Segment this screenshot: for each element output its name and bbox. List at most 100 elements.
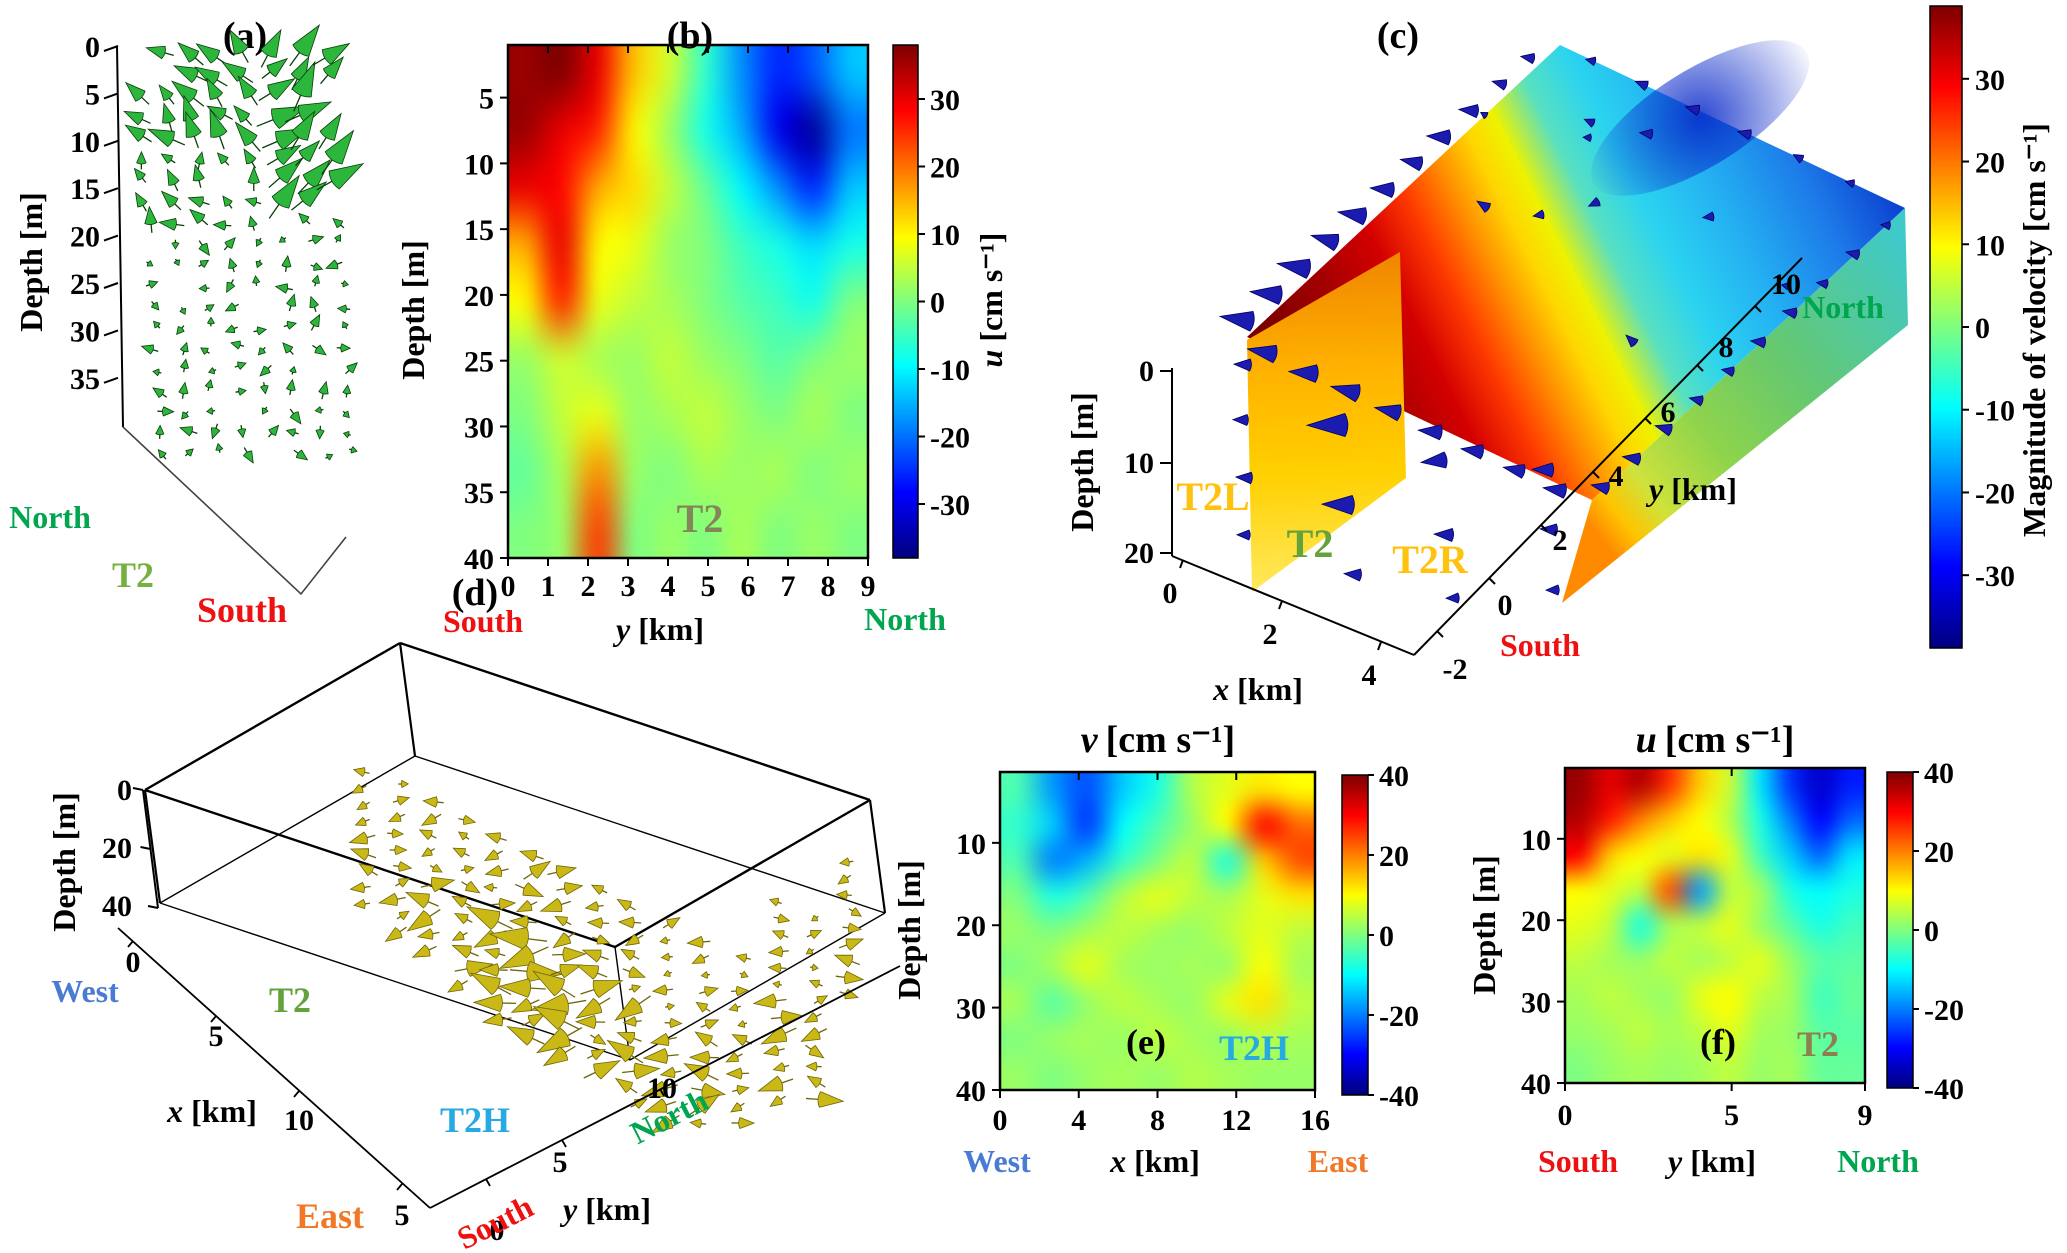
cone-arrow	[248, 215, 258, 231]
cone-arrow	[342, 321, 349, 330]
panel-f-colorbar-ticks: 40 20 0 -20 -40	[1913, 757, 1964, 1106]
cone-arrow	[616, 1031, 642, 1045]
cone-arrow	[730, 985, 749, 997]
panel-a-depth-axis: 0 5 10 15 20 25 30 35	[70, 31, 124, 428]
cone-arrow	[1781, 307, 1798, 319]
cone-arrow	[283, 320, 297, 330]
cone-arrow	[663, 969, 672, 978]
cone-arrow	[772, 980, 782, 989]
cone-arrow	[659, 936, 671, 945]
tick-label: 5	[701, 570, 716, 603]
cone-arrow	[325, 453, 334, 461]
cone-arrow	[762, 1044, 785, 1057]
cone-arrow	[772, 1062, 790, 1072]
cone-arrow	[1234, 471, 1253, 485]
panel-b-cbar-var: u	[973, 350, 1009, 368]
cone-arrow	[584, 901, 604, 912]
cone-arrow	[1582, 133, 1592, 143]
panel-f-plot-border	[1563, 766, 1867, 1085]
cone-arrow	[767, 945, 789, 958]
cone-arrow	[552, 946, 587, 963]
cone-arrow	[158, 84, 175, 105]
cone-arrow	[234, 361, 247, 370]
tick-label: 0	[126, 946, 141, 979]
cone-arrow	[420, 813, 442, 826]
cone-arrow	[416, 928, 440, 940]
tick-label: 10	[1771, 268, 1801, 301]
heatmap-panel-e	[1000, 772, 1315, 1090]
panel-d-t2-label: T2	[269, 980, 311, 1020]
cone-arrow	[484, 864, 509, 878]
cone-arrow	[662, 917, 681, 929]
tick-label: 40	[1924, 757, 1954, 790]
panel-c-top-surface	[1247, 45, 1905, 500]
tick-label: 30	[70, 315, 100, 348]
panel-c-t2l-label: T2L	[1176, 474, 1249, 519]
cone-arrow	[535, 1027, 583, 1054]
cone-arrow	[461, 880, 481, 894]
cone-arrow	[1235, 529, 1251, 541]
cone-arrow	[1792, 154, 1805, 164]
panel-c-south-label: South	[1500, 627, 1580, 663]
cone-arrow	[1232, 358, 1252, 372]
cone-arrow	[348, 446, 358, 454]
cone-arrow	[453, 913, 473, 925]
cone-arrow	[478, 963, 508, 977]
cone-arrow	[342, 410, 350, 419]
cone-arrow	[157, 406, 175, 417]
panel-e-colorbar-ticks: 40 20 0 -20 -40	[1368, 760, 1419, 1113]
cone-arrow	[590, 884, 608, 895]
cone-arrow	[332, 217, 345, 229]
tick-label: 15	[464, 214, 494, 247]
cone-arrow	[1815, 278, 1829, 290]
cone-arrow	[1701, 211, 1715, 222]
cone-arrow	[773, 913, 791, 924]
cone-arrow	[418, 829, 437, 840]
cone-arrow	[457, 831, 470, 841]
cone-arrow	[454, 960, 494, 977]
cone-arrow	[451, 930, 468, 941]
panel-b-colorbar-border	[892, 44, 919, 559]
tick-label: 2	[1263, 618, 1278, 651]
cone-arrow	[1479, 111, 1489, 120]
cone-arrow	[506, 1026, 545, 1046]
tick-label: -30	[1975, 560, 2015, 593]
cone-arrow	[483, 882, 498, 893]
cone-arrow	[253, 326, 268, 336]
cone-arrow	[258, 78, 296, 102]
panel-d-label: (d)	[452, 572, 498, 614]
panel-f-xlabel-unit: [km]	[1690, 1143, 1756, 1179]
tick-label: 5	[85, 78, 100, 111]
tick-label: 35	[70, 363, 100, 396]
tick-label: 8	[1719, 331, 1734, 364]
cone-arrow	[731, 1116, 756, 1130]
panel-e-panel-tag: (e)	[1126, 1022, 1166, 1062]
panel-e-xlabel-var: x	[1109, 1143, 1126, 1179]
panel-f-xlabel-var: y	[1664, 1143, 1683, 1179]
cone-arrow	[282, 342, 294, 355]
panel-c-xlabel-var: x	[1212, 671, 1229, 707]
cone-arrow	[255, 259, 263, 269]
cone-arrow	[204, 378, 214, 392]
panel-a-ylabel: Depth [m]	[13, 192, 49, 332]
cone-arrow	[491, 897, 517, 911]
cone-arrow	[233, 105, 253, 126]
cone-arrow	[160, 153, 176, 164]
cone-arrow	[1419, 451, 1448, 469]
cone-arrow	[606, 1039, 644, 1064]
cone-arrow	[152, 368, 162, 377]
cone-arrow	[483, 947, 506, 960]
cone-arrow	[1373, 404, 1402, 422]
tick-label: 40	[102, 890, 132, 923]
cone-arrow	[806, 929, 823, 940]
cone-arrow	[1248, 285, 1283, 305]
cone-arrow	[422, 796, 444, 808]
panel-c-t2-label: T2	[1287, 521, 1334, 566]
panel-b-plot-border	[506, 43, 870, 560]
cone-arrow	[769, 1095, 786, 1107]
panel-c-ylabel2: y [km]	[1645, 471, 1737, 507]
cone-arrow	[488, 927, 548, 950]
cone-arrow	[1584, 56, 1597, 67]
cone-arrow	[144, 205, 158, 233]
